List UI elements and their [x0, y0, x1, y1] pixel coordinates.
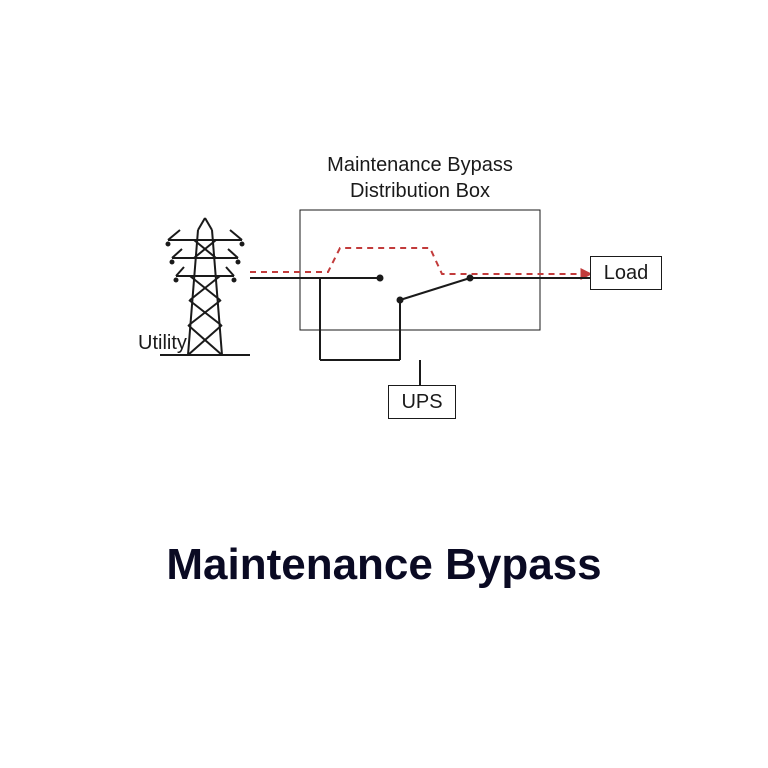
load-label: Load: [604, 262, 649, 285]
switch-node: [397, 297, 404, 304]
normal-path: [250, 278, 660, 385]
distribution-box-label: Maintenance Bypass Distribution Box: [300, 152, 540, 204]
ups-label: UPS: [401, 391, 442, 414]
load-box: Load: [590, 256, 662, 290]
ups-box: UPS: [388, 385, 456, 419]
switch-node: [467, 275, 474, 282]
diagram-title: Maintenance Bypass: [0, 540, 768, 590]
utility-label: Utility: [138, 332, 187, 355]
dist-label-line1: Maintenance Bypass: [300, 152, 540, 178]
dist-label-line2: Distribution Box: [300, 178, 540, 204]
diagram-svg: [0, 0, 768, 768]
diagram-canvas: Maintenance Bypass Distribution Box Util…: [0, 0, 768, 768]
switch-node: [377, 275, 384, 282]
bypass-path: [250, 248, 590, 274]
distribution-box: [300, 210, 540, 330]
